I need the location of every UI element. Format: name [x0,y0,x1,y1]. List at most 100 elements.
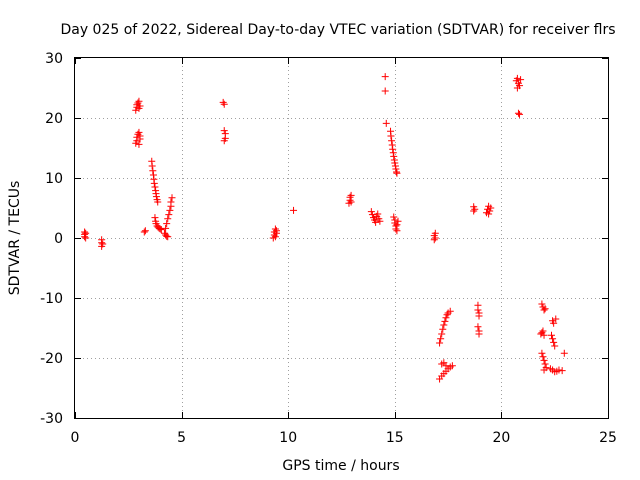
x-tick-label: 20 [492,430,510,446]
data-point [163,220,171,228]
data-point [442,314,450,322]
x-tick-label: 15 [386,430,404,446]
data-point [152,193,160,201]
data-point [551,342,559,350]
data-point [517,76,525,84]
y-tick-label: 20 [45,111,63,127]
data-point [394,217,402,225]
data-point [539,353,547,361]
y-tick-label: -20 [40,351,63,367]
data-point [393,221,401,229]
data-point [487,204,495,212]
data-point [560,349,568,357]
data-point [540,366,548,374]
data-point [166,206,174,214]
data-point [136,102,144,110]
data-point [162,224,170,232]
y-tick-label: -10 [40,291,63,307]
data-point [151,183,159,191]
data-point [135,128,143,136]
data-point [558,367,566,375]
data-point [272,227,280,235]
data-point [439,325,447,333]
data-point [513,84,521,92]
data-point [367,208,375,216]
data-point [382,119,390,127]
x-axis-label: GPS time / hours [282,458,399,474]
data-point [448,362,456,370]
data-point [389,145,397,153]
grid-lines [75,58,608,418]
data-point [474,323,482,331]
data-point [540,306,548,314]
data-point [555,366,563,374]
x-tick-label: 5 [177,430,186,446]
data-point [538,300,546,308]
data-point [372,218,380,226]
data-point [388,137,396,145]
data-point [140,228,148,236]
data-point [99,240,107,248]
y-tick-label: -30 [40,411,63,427]
data-point [164,233,172,241]
data-point [376,217,384,225]
y-tick-label: 0 [54,231,63,247]
data-point [390,213,398,221]
data-point [381,73,389,81]
data-point [219,98,227,106]
data-point [136,132,144,140]
data-point [548,331,556,339]
data-point [156,225,164,233]
data-point [164,215,172,223]
data-point [381,87,389,95]
data-point [98,236,106,244]
data-point [516,110,524,118]
y-tick-label: 30 [45,51,63,67]
data-point [135,97,143,105]
data-point [387,132,395,140]
data-point [148,162,156,170]
data-point [538,349,546,357]
data-point [471,205,479,213]
x-tick-label: 10 [279,430,297,446]
data-point [135,140,143,148]
data-point [486,207,494,215]
data-point [133,101,141,109]
plot-frame [74,57,609,419]
chart-title: Day 025 of 2022, Sidereal Day-to-day VTE… [60,22,615,38]
y-tick-label: 10 [45,171,63,187]
data-point [221,134,229,142]
data-point [440,321,448,329]
data-point [82,229,90,237]
data-point [154,198,162,206]
data-point [168,194,176,202]
data-point [391,159,399,167]
data-point [552,315,560,323]
data-point [132,106,140,114]
data-point [393,169,401,177]
data-point [290,206,298,214]
data-point [475,312,483,320]
data-point [392,225,400,233]
x-tick-label: 25 [599,430,617,446]
data-point [81,228,89,236]
data-point [368,211,376,219]
x-tick-label: 0 [71,430,80,446]
data-point [539,327,547,335]
data-point [446,307,454,315]
data-point [133,133,141,141]
data-point [550,319,558,327]
data-point [390,152,398,160]
data-point [392,165,400,173]
data-point [271,233,279,241]
data-point [346,193,354,201]
data-point [151,214,159,222]
data-point [474,306,482,314]
y-axis-label: SDTVAR / TECUs [7,181,23,296]
data-point [165,211,173,219]
data-point [157,226,165,234]
data-point [513,74,521,82]
data-point [167,198,175,206]
data-point [475,330,483,338]
